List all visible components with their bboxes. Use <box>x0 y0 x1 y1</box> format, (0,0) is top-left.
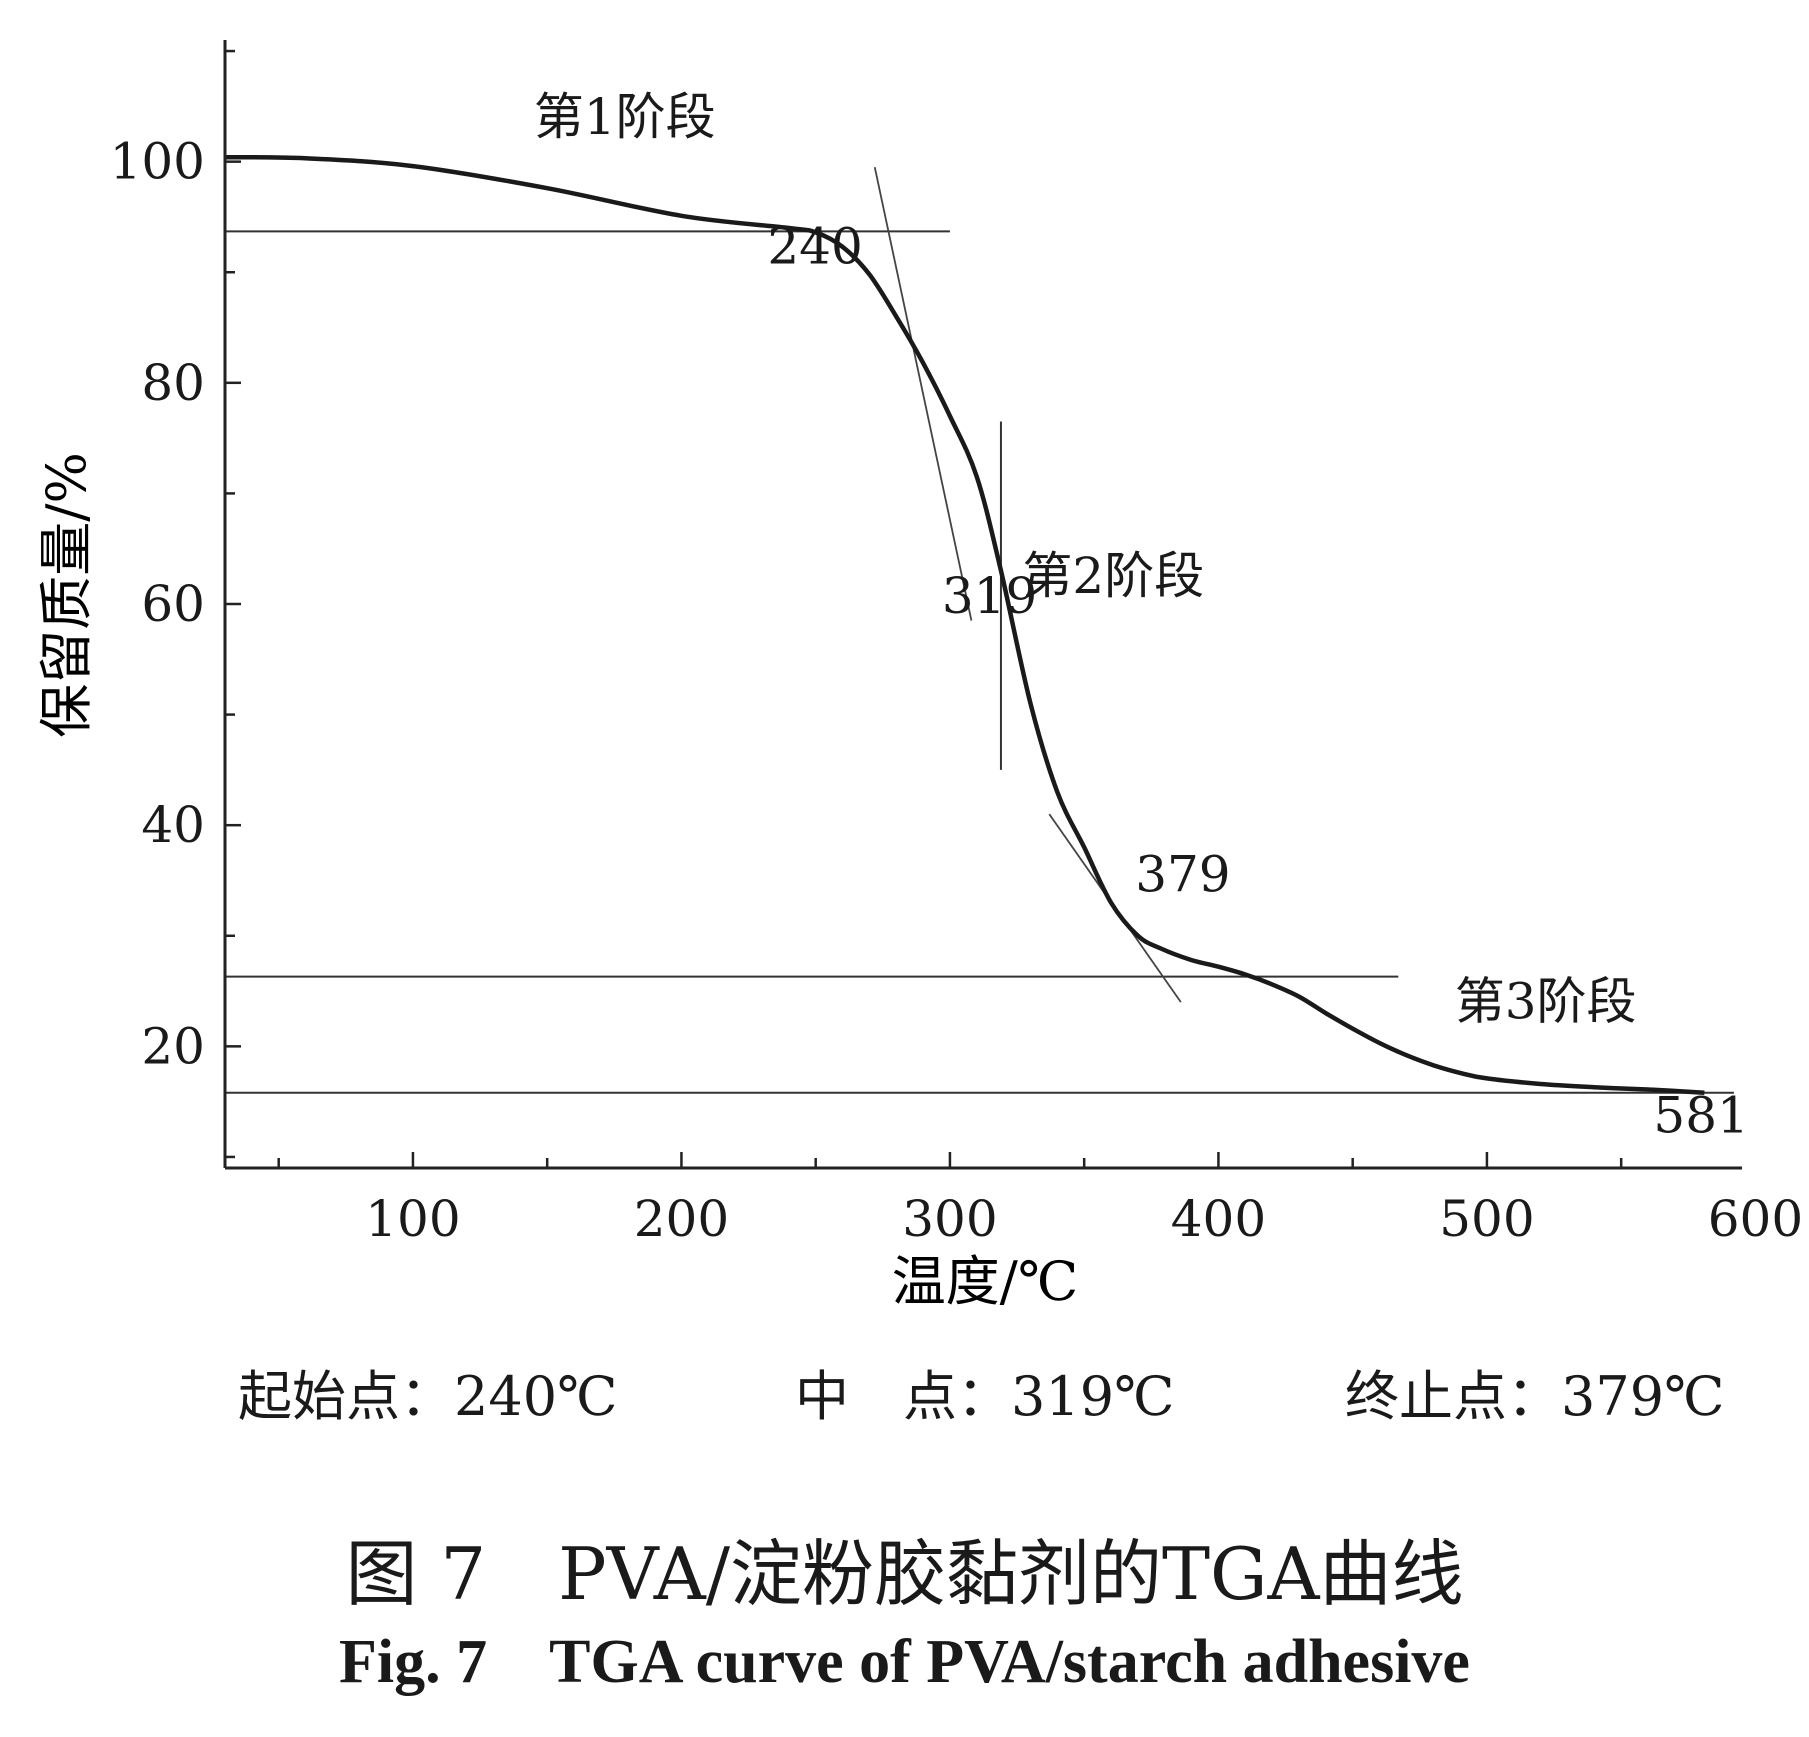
figure-caption-chinese: 图 7 PVA/淀粉胶黏剂的TGA曲线 <box>345 1532 1464 1616</box>
y-axis-label: 保留质量/% <box>35 452 98 738</box>
tick-labels: 100 200 300 400 500 600 20 40 60 80 100 <box>110 133 1804 1248</box>
y-tick-label: 80 <box>141 354 205 412</box>
x-tick-label: 500 <box>1439 1190 1534 1248</box>
x-tick-label: 100 <box>365 1190 460 1248</box>
reference-lines <box>225 166 1734 1094</box>
annotation-label: 第2阶段 <box>1022 547 1204 605</box>
midpoint-summary: 中 点：319℃ <box>795 1365 1175 1428</box>
axes <box>223 40 1742 1170</box>
tga-chart: 100 200 300 400 500 600 20 40 60 80 100 第1阶段 240 第2阶… <box>35 40 1804 1313</box>
end-summary: 终止点：379℃ <box>1345 1365 1725 1428</box>
y-tick-label: 100 <box>110 133 205 191</box>
x-tick-label: 300 <box>902 1190 997 1248</box>
y-tick-label: 20 <box>141 1017 205 1075</box>
figure-caption-english: Fig. 7 TGA curve of PVA/starch adhesive <box>339 1628 1470 1696</box>
annotation-label: 第3阶段 <box>1455 973 1637 1031</box>
x-tick-label: 200 <box>634 1190 729 1248</box>
y-tick-label: 40 <box>141 796 205 854</box>
x-axis-label: 温度/℃ <box>892 1250 1079 1313</box>
y-tick-label: 60 <box>141 575 205 633</box>
x-tick-label: 400 <box>1171 1190 1266 1248</box>
onset-summary: 起始点：240℃ <box>238 1365 618 1428</box>
annotation-label: 581 <box>1653 1087 1748 1145</box>
annotation-label: 第1阶段 <box>534 88 716 146</box>
x-tick-label: 600 <box>1708 1190 1803 1248</box>
annotation-label: 240 <box>767 217 862 275</box>
tga-curve-layer <box>224 154 1705 1096</box>
annotation-label: 319 <box>942 567 1037 625</box>
annotation-label: 379 <box>1135 846 1230 904</box>
tangent-line <box>873 166 973 621</box>
tga-curve <box>224 154 1705 1096</box>
